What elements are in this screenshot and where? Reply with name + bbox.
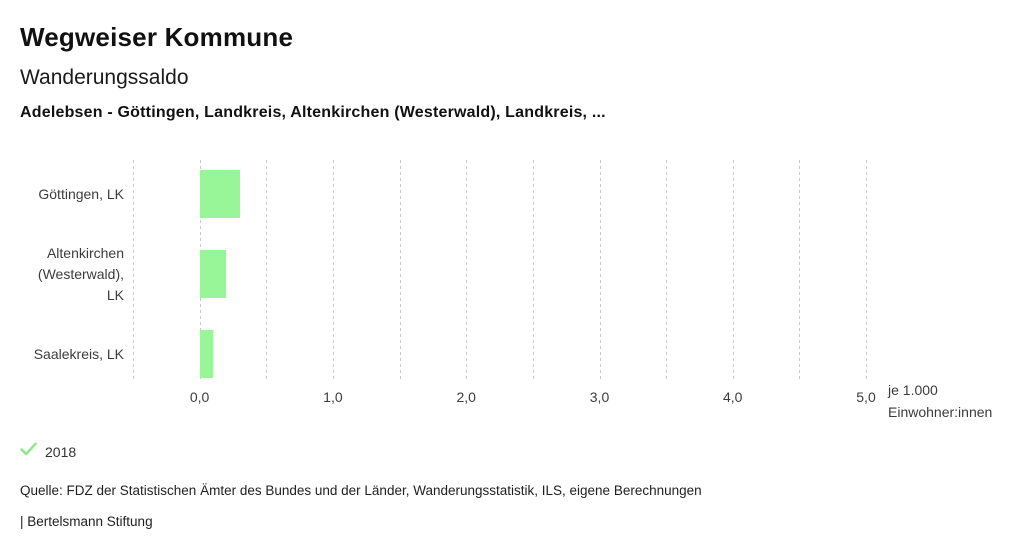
gridline (666, 160, 668, 382)
gridline (332, 160, 334, 382)
legend-label: 2018 (45, 443, 77, 460)
gridline (133, 160, 134, 382)
branding-text: | Bertelsmann Stiftung (20, 514, 153, 529)
gridline (466, 160, 468, 382)
bar-2[interactable] (199, 330, 213, 378)
x-tick-3,0: 3,0 (589, 389, 610, 405)
gridline (732, 160, 734, 382)
x-tick-5,0: 5,0 (856, 389, 876, 405)
gridline (532, 160, 534, 382)
unit-label-line-1: je 1.000 (888, 382, 938, 398)
unit-label-line-2: Einwohner:innen (888, 404, 993, 420)
plot-area (133, 160, 867, 382)
bar-1[interactable] (199, 250, 227, 298)
x-tick-1,0: 1,0 (323, 389, 343, 405)
comparison-subtitle: Adelebsen - Göttingen, Landkreis, Altenk… (20, 104, 606, 121)
x-tick-4,0: 4,0 (722, 389, 743, 405)
x-tick-0,0: 0,0 (189, 389, 210, 405)
x-tick-2,0: 2,0 (456, 389, 476, 405)
gridline (599, 160, 601, 382)
gridline (266, 160, 268, 382)
category-label-1: Altenkirchen (Westerwald), LK (37, 244, 124, 303)
source-text: Quelle: FDZ der Statistischen Ämter des … (20, 483, 702, 498)
gridline (399, 160, 401, 382)
category-label-2: Saalekreis, LK (33, 345, 124, 362)
x-axis-unit-label: je 1.000 Einwohner:innen (888, 379, 992, 423)
indicator-title: Wanderungssaldo (20, 66, 189, 89)
bar-0[interactable] (199, 170, 240, 218)
legend-item-2018[interactable]: 2018 (20, 442, 76, 461)
page-title: Wegweiser Kommune (20, 22, 294, 52)
check-icon (20, 442, 37, 461)
category-label-0: Göttingen, LK (38, 185, 124, 202)
gridline (799, 160, 801, 382)
gridline (866, 160, 867, 382)
